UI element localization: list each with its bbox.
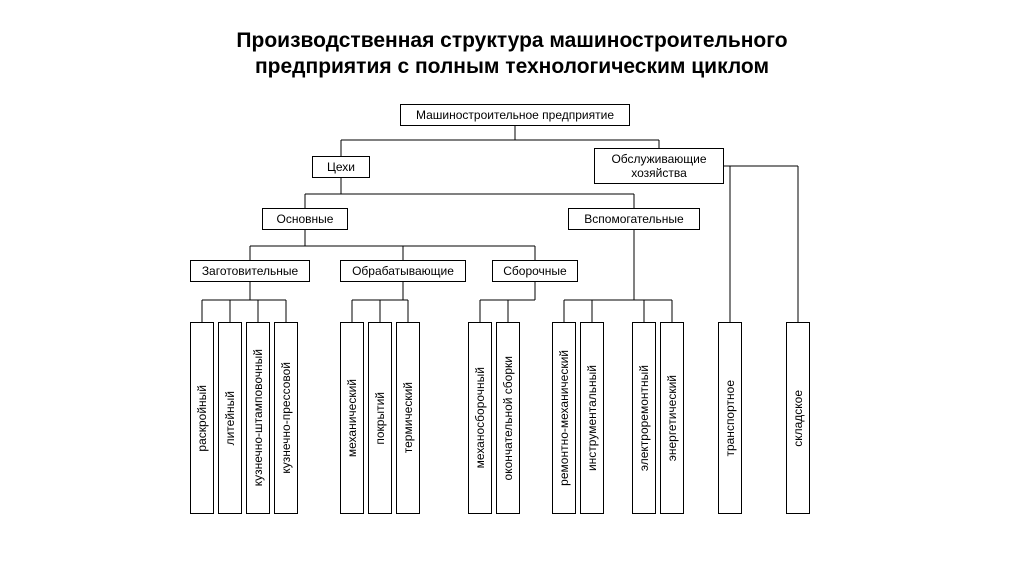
- leaf-9: окончательной сборки: [496, 322, 520, 514]
- leaf-13: энергетический: [660, 322, 684, 514]
- leaf-8: механосборочный: [468, 322, 492, 514]
- node-workshops: Цехи: [312, 156, 370, 178]
- leaf-1: раскройный: [190, 322, 214, 514]
- leaf-10: ремонтно-механический: [552, 322, 576, 514]
- leaf-12: электроремонтный: [632, 322, 656, 514]
- node-process: Обрабатывающие: [340, 260, 466, 282]
- node-assembly: Сборочные: [492, 260, 578, 282]
- node-root: Машиностроительное предприятие: [400, 104, 630, 126]
- node-procure: Заготовительные: [190, 260, 310, 282]
- leaf-15: складское: [786, 322, 810, 514]
- diagram-title: Производственная структура машиностроите…: [0, 28, 1024, 81]
- node-services: Обслуживающие хозяйства: [594, 148, 724, 184]
- node-aux: Вспомогательные: [568, 208, 700, 230]
- leaf-6: покрытий: [368, 322, 392, 514]
- leaf-3: кузнечно-штамповочный: [246, 322, 270, 514]
- diagram-stage: Производственная структура машиностроите…: [0, 0, 1024, 574]
- title-line-2: предприятия с полным технологическим цик…: [255, 55, 769, 78]
- leaf-2: литейный: [218, 322, 242, 514]
- title-line-1: Производственная структура машиностроите…: [236, 29, 787, 52]
- leaf-7: термический: [396, 322, 420, 514]
- leaf-5: механический: [340, 322, 364, 514]
- leaf-11: инструментальный: [580, 322, 604, 514]
- node-main: Основные: [262, 208, 348, 230]
- leaf-4: кузнечно-прессовой: [274, 322, 298, 514]
- leaf-14: транспортное: [718, 322, 742, 514]
